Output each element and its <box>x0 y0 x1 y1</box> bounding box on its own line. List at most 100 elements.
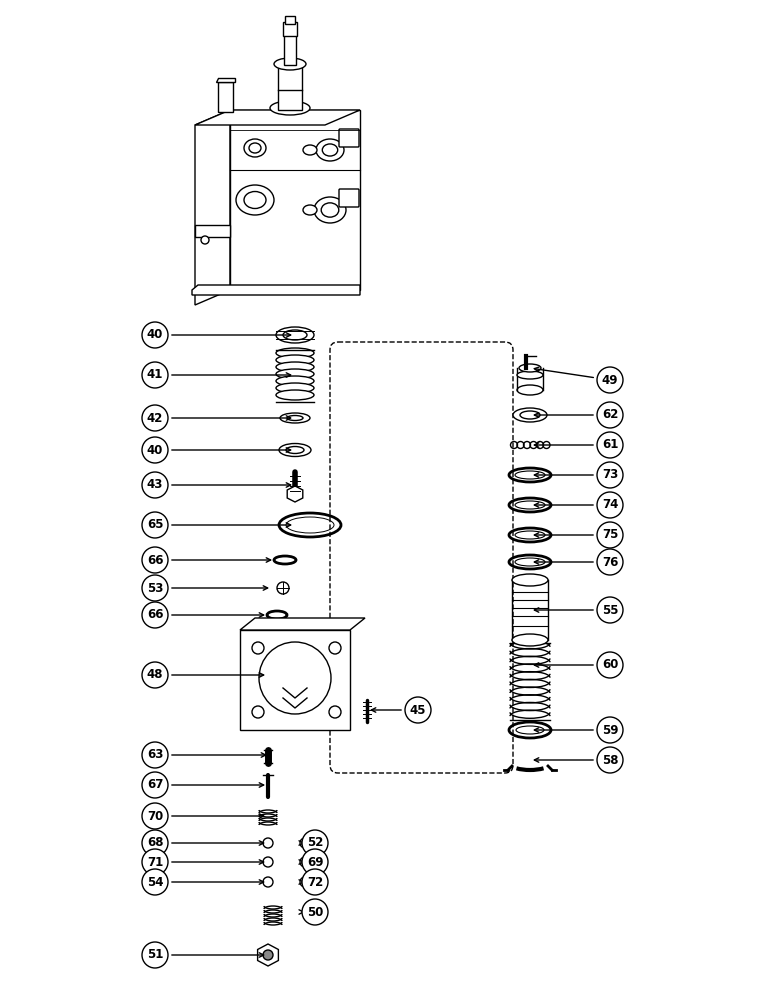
Text: 42: 42 <box>147 412 163 424</box>
Bar <box>195 225 230 237</box>
Bar <box>240 630 350 730</box>
Text: 67: 67 <box>147 778 163 792</box>
Text: 66: 66 <box>147 554 163 566</box>
Text: 40: 40 <box>147 444 163 456</box>
Text: 43: 43 <box>147 479 163 491</box>
Circle shape <box>597 747 623 773</box>
Text: 54: 54 <box>147 876 163 888</box>
Ellipse shape <box>316 139 344 161</box>
Circle shape <box>142 362 168 388</box>
Circle shape <box>405 697 431 723</box>
Ellipse shape <box>249 143 261 153</box>
Ellipse shape <box>286 446 304 454</box>
Polygon shape <box>192 285 360 295</box>
Bar <box>218 82 233 112</box>
Text: 58: 58 <box>601 754 618 766</box>
Circle shape <box>142 437 168 463</box>
Ellipse shape <box>270 101 310 115</box>
Circle shape <box>263 877 273 887</box>
Ellipse shape <box>321 203 339 217</box>
Ellipse shape <box>280 413 310 423</box>
Polygon shape <box>216 78 235 82</box>
Ellipse shape <box>517 371 543 379</box>
Text: 72: 72 <box>307 876 323 888</box>
Polygon shape <box>230 110 360 290</box>
Text: 69: 69 <box>306 856 323 868</box>
Ellipse shape <box>314 197 346 223</box>
Circle shape <box>263 838 273 848</box>
Circle shape <box>597 522 623 548</box>
Ellipse shape <box>236 185 274 215</box>
Text: 52: 52 <box>306 836 323 850</box>
Text: 75: 75 <box>602 528 618 542</box>
Ellipse shape <box>303 205 317 215</box>
Polygon shape <box>195 110 230 305</box>
Ellipse shape <box>283 330 307 340</box>
Circle shape <box>142 512 168 538</box>
Circle shape <box>302 849 328 875</box>
Ellipse shape <box>276 369 314 379</box>
Circle shape <box>329 706 341 718</box>
Polygon shape <box>240 618 365 630</box>
Circle shape <box>302 869 328 895</box>
Circle shape <box>142 849 168 875</box>
Circle shape <box>597 462 623 488</box>
Circle shape <box>259 642 331 714</box>
Ellipse shape <box>276 390 314 400</box>
Text: 68: 68 <box>147 836 163 850</box>
Circle shape <box>142 942 168 968</box>
Circle shape <box>597 402 623 428</box>
Ellipse shape <box>276 348 314 358</box>
Text: 60: 60 <box>602 658 618 672</box>
Ellipse shape <box>303 145 317 155</box>
Text: 74: 74 <box>602 498 618 512</box>
Circle shape <box>142 405 168 431</box>
Bar <box>278 65 302 110</box>
Circle shape <box>142 772 168 798</box>
Ellipse shape <box>244 139 266 157</box>
Circle shape <box>142 742 168 768</box>
Text: 71: 71 <box>147 856 163 868</box>
Circle shape <box>300 838 310 848</box>
Circle shape <box>329 642 341 654</box>
Text: 53: 53 <box>147 582 163 594</box>
Ellipse shape <box>519 364 541 372</box>
Circle shape <box>142 547 168 573</box>
Circle shape <box>263 857 273 867</box>
Circle shape <box>302 899 328 925</box>
Ellipse shape <box>276 376 314 386</box>
Bar <box>285 16 295 24</box>
Circle shape <box>302 830 328 856</box>
Circle shape <box>142 830 168 856</box>
Text: 73: 73 <box>602 468 618 482</box>
Circle shape <box>597 549 623 575</box>
Ellipse shape <box>512 634 548 646</box>
Text: 59: 59 <box>601 724 618 736</box>
Polygon shape <box>258 944 279 966</box>
Text: 70: 70 <box>147 810 163 822</box>
Ellipse shape <box>201 236 209 244</box>
Bar <box>284 35 296 65</box>
Text: 41: 41 <box>147 368 163 381</box>
Circle shape <box>597 597 623 623</box>
Text: 66: 66 <box>147 608 163 621</box>
Ellipse shape <box>276 362 314 372</box>
FancyBboxPatch shape <box>339 189 359 207</box>
Text: 48: 48 <box>147 668 163 682</box>
Ellipse shape <box>274 58 306 70</box>
Circle shape <box>142 322 168 348</box>
Circle shape <box>142 602 168 628</box>
Ellipse shape <box>517 385 543 395</box>
Circle shape <box>300 877 310 887</box>
Ellipse shape <box>276 355 314 365</box>
Circle shape <box>597 432 623 458</box>
Text: 62: 62 <box>602 408 618 422</box>
Circle shape <box>263 950 273 960</box>
Ellipse shape <box>512 574 548 586</box>
Circle shape <box>597 717 623 743</box>
Text: 76: 76 <box>602 556 618 568</box>
Text: 50: 50 <box>306 906 323 918</box>
Text: 61: 61 <box>602 438 618 452</box>
Circle shape <box>252 706 264 718</box>
Ellipse shape <box>244 192 266 209</box>
